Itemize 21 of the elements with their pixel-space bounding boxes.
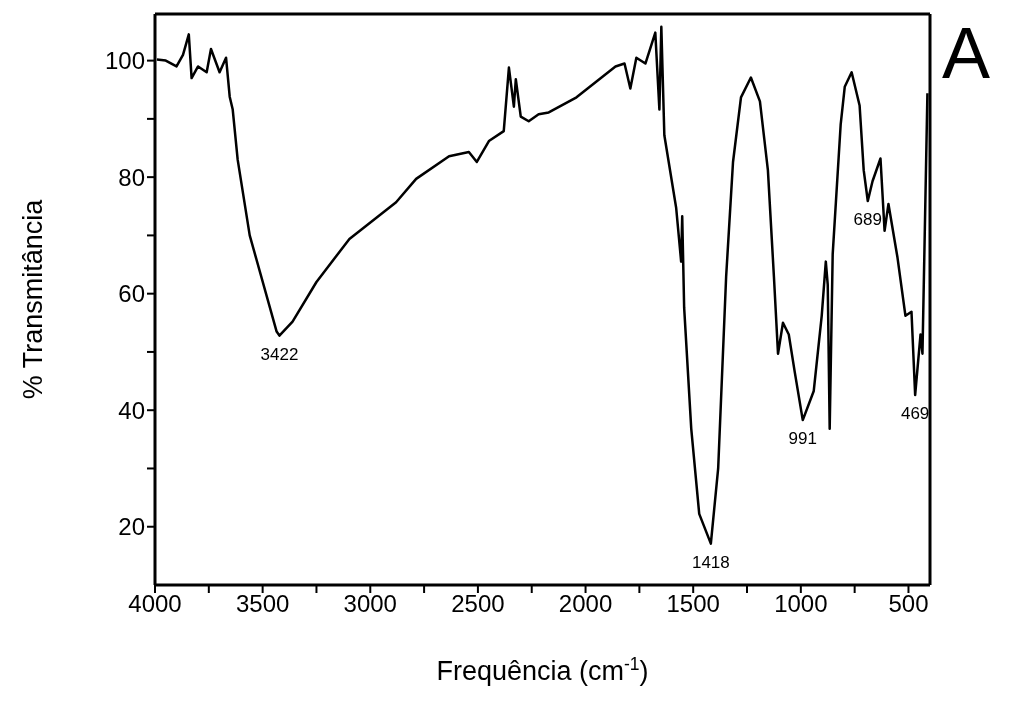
x-tick-label: 4000 <box>128 590 182 618</box>
annotation: 3422 <box>260 344 299 364</box>
x-tick-label: 1000 <box>774 590 828 618</box>
x-tick-label: 2000 <box>558 590 613 618</box>
x-axis-title: Frequência (cm$^{-1}$) <box>436 654 649 686</box>
annotation: 469 <box>900 404 930 424</box>
y-tick-label: 60 <box>118 280 145 308</box>
y-axis-title: % Transmitância <box>18 198 48 400</box>
x-tick-label: 2500 <box>451 590 505 618</box>
y-tick-label: 80 <box>118 163 145 191</box>
y-tick-label: 40 <box>118 396 145 424</box>
x-tick-label: 500 <box>888 590 929 618</box>
text: A <box>942 12 991 95</box>
x-tick-label: 3500 <box>235 590 290 618</box>
x-tick-label: 1500 <box>666 590 720 618</box>
annotation: 1418 <box>691 552 730 572</box>
x-tick-label: 3000 <box>343 590 397 618</box>
y-tick-label: 100 <box>104 47 145 75</box>
annotation: 991 <box>788 429 817 449</box>
annotation: 689 <box>853 210 882 230</box>
y-tick-label: 20 <box>118 513 145 541</box>
